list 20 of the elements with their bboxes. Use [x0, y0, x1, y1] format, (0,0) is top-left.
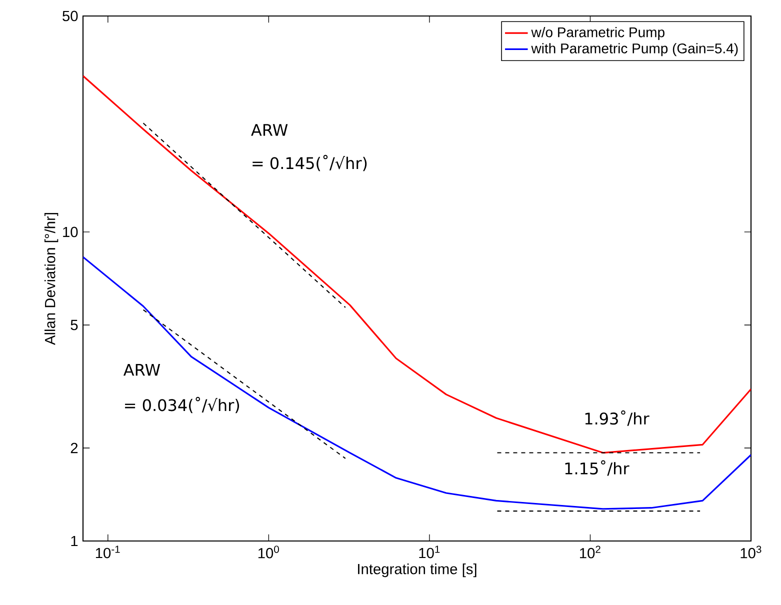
annotation: 1.15˚/hr [565, 460, 630, 476]
y-tick-label: 50 [62, 10, 78, 22]
annotation: 1.93˚/hr [585, 410, 650, 426]
annotation: = 0.034(˚/√hr) [125, 396, 240, 414]
y-axis-title: Allan Deviation [°/hr] [44, 213, 58, 345]
x-tick-label: 10$^{0}$ [258, 546, 279, 558]
y-tick-label: 5 [70, 320, 78, 330]
y-tick-label: 1 [71, 536, 78, 546]
x-tick-label: 10$^{-1}$ [96, 546, 120, 558]
y-tick-label: 10 [63, 226, 78, 238]
x-tick-label: 10$^{3}$ [740, 546, 762, 558]
x-tick-label: 10$^{1}$ [419, 546, 440, 558]
annotation: = 0.145(˚/√hr) [252, 154, 367, 172]
y-tick-label: 2 [70, 442, 78, 454]
annotation: ARW [123, 364, 160, 376]
annotation: ARW [251, 124, 288, 136]
legend-label: with Parametric Pump (Gain=5.4) [531, 43, 738, 56]
legend-label: w/o Parametric Pump [531, 26, 664, 40]
x-axis-title: Integration time [s] [358, 563, 476, 578]
x-tick-label: 10$^{2}$ [580, 546, 600, 558]
